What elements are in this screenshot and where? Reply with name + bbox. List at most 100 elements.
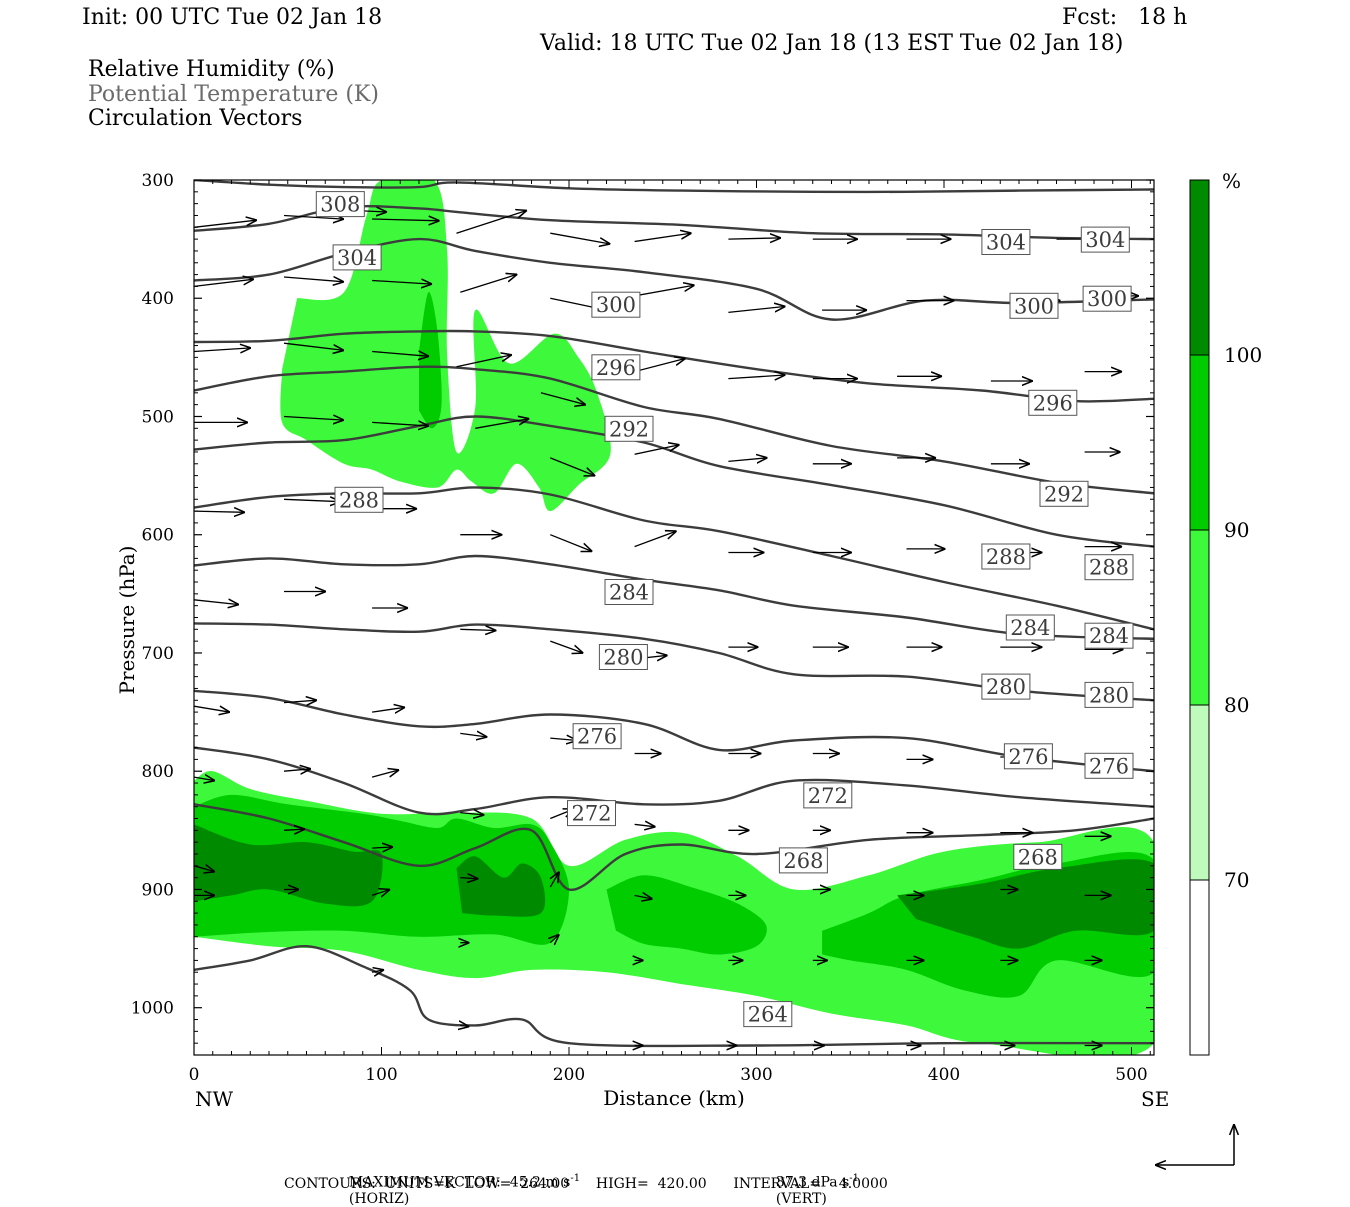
vector-arrow-5 bbox=[550, 232, 610, 244]
contour-label-box-16 bbox=[1084, 622, 1134, 649]
vector-arrow-110 bbox=[371, 970, 384, 972]
colorbar-segment-4 bbox=[1190, 180, 1209, 355]
vector-arrow-69 bbox=[460, 733, 487, 737]
contour-label-300: 300 bbox=[596, 293, 636, 317]
contour-label-284: 284 bbox=[1010, 616, 1050, 640]
vector-arrow-77 bbox=[194, 777, 215, 781]
contour-label-box-15 bbox=[1005, 614, 1055, 641]
vector-arrow-4 bbox=[456, 210, 528, 234]
contour-label-284: 284 bbox=[1089, 624, 1129, 648]
x-left-label: NW bbox=[195, 1087, 234, 1111]
contour-label-268: 268 bbox=[783, 849, 823, 873]
isentrope-268 bbox=[194, 746, 1154, 816]
vector-arrow-68 bbox=[372, 707, 405, 712]
vector-arrow-35 bbox=[372, 422, 429, 426]
colorbar-segment-2 bbox=[1190, 530, 1209, 705]
contour-label-box-27 bbox=[743, 1001, 793, 1028]
y-tick-label-500: 500 bbox=[142, 407, 174, 427]
vector-arrow-6 bbox=[634, 233, 692, 243]
contour-label-box-21 bbox=[1003, 743, 1053, 770]
contour-label-box-26 bbox=[1013, 843, 1063, 870]
contour-label-box-12 bbox=[981, 543, 1031, 570]
vector-arrow-111 bbox=[460, 1025, 469, 1026]
contour-label-304: 304 bbox=[986, 231, 1026, 255]
contour-label-box-14 bbox=[604, 579, 654, 605]
vector-arrow-0 bbox=[194, 220, 257, 228]
contour-label-288: 288 bbox=[986, 545, 1026, 569]
axes: 300 400 500 600 700 800 900 1000 0 100 200 300 400 50… bbox=[131, 171, 1154, 1085]
contour-label-296: 296 bbox=[1033, 391, 1073, 415]
vector-arrow-13 bbox=[372, 281, 432, 285]
y-tick-label-900: 900 bbox=[142, 880, 174, 900]
legend-theta: Potential Temperature (K) bbox=[88, 82, 379, 107]
vector-arrow-17 bbox=[728, 306, 785, 314]
contour-label-box-7 bbox=[591, 354, 641, 381]
contour-label-box-17 bbox=[598, 644, 648, 670]
contour-label-box-19 bbox=[1084, 681, 1134, 708]
colorbar-label-100: 100 bbox=[1224, 343, 1262, 367]
vector-arrow-82 bbox=[634, 824, 656, 826]
legend-vectors: Circulation Vectors bbox=[88, 106, 303, 131]
colorbar-frame bbox=[1189, 179, 1210, 1056]
vector-arrow-90 bbox=[372, 847, 393, 848]
vector-arrow-78 bbox=[283, 769, 311, 771]
exp-2: -1 bbox=[849, 1173, 860, 1184]
x-tick-label-500: 500 bbox=[1115, 1065, 1147, 1085]
y-tick-label-1000: 1000 bbox=[131, 999, 174, 1019]
contour-label-box-9 bbox=[604, 415, 654, 442]
rh-region-100-8 bbox=[897, 859, 1154, 949]
vector-arrow-27 bbox=[634, 358, 686, 373]
colorbar-segment-3 bbox=[1190, 355, 1209, 530]
vector-arrow-88 bbox=[194, 866, 215, 872]
x-right-label: SE bbox=[1141, 1087, 1169, 1111]
contour-label-292: 292 bbox=[609, 417, 649, 441]
contour-label-box-0 bbox=[315, 191, 365, 218]
contour-label-280: 280 bbox=[986, 675, 1026, 699]
colorbar-segment-1 bbox=[1190, 705, 1209, 880]
y-tick-label-800: 800 bbox=[142, 762, 174, 782]
colorbar-label-90: 90 bbox=[1224, 518, 1249, 542]
contour-label-276: 276 bbox=[1008, 745, 1048, 769]
rh-region-90-5 bbox=[419, 292, 442, 429]
vector-arrow-28 bbox=[728, 375, 785, 379]
vector-arrow-55 bbox=[194, 600, 239, 605]
vector-arrow-11 bbox=[194, 279, 254, 288]
vector-arrow-16 bbox=[634, 285, 695, 297]
contour-label-304: 304 bbox=[337, 246, 377, 270]
contour-label-box-2 bbox=[981, 229, 1031, 255]
reference-vector-icon bbox=[1155, 1124, 1234, 1165]
y-tick-label-300: 300 bbox=[142, 171, 174, 191]
contour-label-box-20 bbox=[572, 723, 622, 750]
rh-region-100-7 bbox=[456, 856, 546, 917]
contour-label-box-11 bbox=[334, 486, 384, 513]
contour-label-box-8 bbox=[1028, 389, 1078, 416]
vector-arrow-66 bbox=[194, 706, 230, 712]
x-tick-label-400: 400 bbox=[928, 1065, 960, 1085]
vector-arrow-14 bbox=[460, 274, 517, 293]
vector-arrow-44 bbox=[194, 511, 245, 512]
isentrope-308 bbox=[194, 180, 1154, 194]
vert-value-text: 37.3 dPa s bbox=[775, 1174, 850, 1191]
contour-label-box-10 bbox=[1039, 480, 1089, 507]
vector-arrow-59 bbox=[550, 640, 583, 653]
legend-rh: Relative Humidity (%) bbox=[88, 57, 335, 82]
contour-label-276: 276 bbox=[1089, 754, 1129, 778]
contour-label-292: 292 bbox=[1044, 482, 1084, 506]
rh-region-100-6 bbox=[194, 824, 383, 907]
y-axis-label: Pressure (hPa) bbox=[115, 546, 139, 695]
vector-arrow-24 bbox=[372, 352, 429, 357]
exp-1: -1 bbox=[570, 1173, 581, 1184]
vector-arrow-3 bbox=[372, 219, 440, 221]
forecast-hour: Fcst: 18 h bbox=[1062, 5, 1188, 30]
contour-label-box-25 bbox=[778, 847, 828, 874]
isentrope-276 bbox=[194, 622, 1154, 702]
vector-arrow-92 bbox=[550, 872, 559, 888]
contour-label-304: 304 bbox=[1085, 228, 1125, 252]
contour-label-300: 300 bbox=[1087, 287, 1127, 311]
x-axis-label: Distance (km) bbox=[603, 1086, 745, 1110]
vector-arrow-80 bbox=[460, 813, 484, 815]
contour-label-288: 288 bbox=[1089, 556, 1129, 580]
vector-arrow-37 bbox=[550, 457, 595, 476]
vector-arrow-22 bbox=[194, 348, 251, 352]
vector-arrow-38 bbox=[634, 445, 680, 455]
